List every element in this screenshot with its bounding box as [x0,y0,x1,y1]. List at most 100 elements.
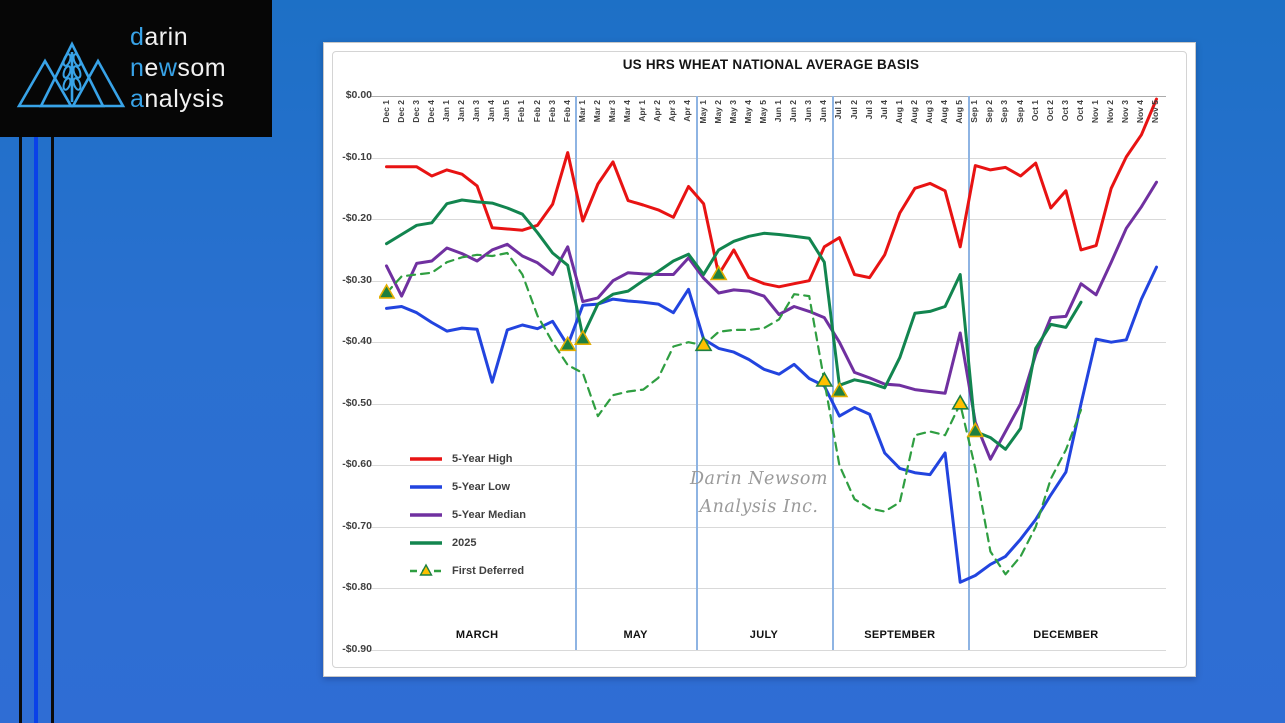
x-axis-tick-label: Dec 3 [410,100,421,123]
legend-label: 5-Year Median [452,509,526,521]
legend: 5-Year High 5-Year Low 5-Year Median 2025 Fi… [409,445,526,585]
y-axis-tick-label: -$0.90 [342,643,372,655]
legend-swatch-icon [410,513,442,517]
x-axis-tick-label: May 3 [727,100,738,124]
legend-swatch-icon [410,563,442,576]
x-axis-tick-label: May 1 [697,100,708,124]
x-axis-tick-label: Mar 4 [622,100,633,123]
gridline [370,96,1166,97]
x-axis-tick-label: May 5 [757,100,768,124]
contract-month-label: SEPTEMBER [864,629,936,641]
legend-label: First Deferred [452,565,525,577]
x-axis-tick-label: Jun 1 [773,100,784,123]
x-axis-tick-label: Jan 5 [501,100,512,122]
chart-panel: US HRS WHEAT NATIONAL AVERAGE BASIS $0.0… [323,42,1196,677]
x-axis-tick-label: Apr 2 [652,100,663,122]
roll-marker-triangle-icon [815,371,834,387]
y-axis-tick-label: -$0.60 [342,458,372,471]
legend-item: First Deferred [409,557,526,585]
gridline [370,465,1166,467]
x-axis-tick-label: Jan 4 [486,100,497,122]
x-axis-tick-label: Nov 4 [1135,100,1146,124]
x-axis-tick-label: Apr 3 [667,100,678,122]
y-axis-tick-label: $0.00 [345,89,372,101]
plot-area [379,97,1158,584]
x-axis-tick-label: Feb 2 [531,100,542,123]
x-axis-tick-label: Jan 3 [471,100,482,122]
gridline [370,342,1166,344]
legend-label: 5-Year High [452,453,513,465]
gridline [370,588,1166,590]
series-line-5-year-high [385,97,1158,289]
series-line-2025 [385,198,1083,451]
gridline [370,157,1166,159]
gridline [370,403,1166,405]
gridline [370,650,1166,651]
x-axis-tick-label: Nov 1 [1090,100,1101,124]
roll-marker-triangle-icon [830,381,849,398]
logo-box: darin newsom analysis [0,0,272,137]
x-axis-tick-label: Nov 3 [1120,100,1131,124]
roll-marker-triangle-icon [709,264,728,281]
legend-swatch-icon [410,485,442,489]
bg-stripe-black-1 [19,137,22,723]
x-axis-tick-label: Feb 4 [561,100,572,123]
legend-swatch-icon [410,541,442,545]
roll-marker-triangle-icon [694,335,713,352]
x-axis-tick-label: Aug 5 [954,100,965,124]
roll-marker-triangle-icon [966,421,985,438]
section-divider-line [575,96,578,650]
y-axis-tick-label: -$0.40 [342,335,372,348]
y-axis-tick-label: -$0.80 [342,581,372,594]
x-axis-tick-label: Aug 1 [893,100,904,124]
logo-line-2: newsom [130,54,227,82]
x-axis-tick-label: Feb 1 [516,100,527,123]
gridline [370,526,1166,528]
chart-title: US HRS WHEAT NATIONAL AVERAGE BASIS [622,57,920,72]
x-axis-tick-label: Oct 3 [1059,100,1070,122]
roll-marker-triangle-icon [558,335,577,352]
series-line-5-year-low [385,265,1158,584]
x-axis-tick-label: Oct 4 [1074,100,1085,122]
y-axis-tick-label: -$0.20 [342,212,372,225]
watermark: Darin Newsom Analysis Inc. [689,469,829,517]
contract-month-label: MARCH [455,629,499,641]
legend-triangle-icon [419,563,433,576]
x-axis-tick-label: Mar 1 [576,100,587,123]
x-axis-tick-label: Oct 2 [1044,100,1055,122]
legend-item: 2025 [409,529,526,557]
contract-month-label: JULY [749,629,779,641]
x-axis-tick-label: Apr 4 [682,100,693,122]
y-axis-tick-label: -$0.70 [342,519,372,532]
x-axis-tick-label: Jul 4 [878,100,889,120]
x-axis-tick-label: Sep 3 [999,100,1010,123]
x-axis-tick-label: Aug 4 [939,100,950,124]
roll-marker-triangle-icon [951,394,970,410]
x-axis-tick-label: Aug 3 [924,100,934,124]
x-axis-tick-label: Jun 4 [818,100,829,123]
contract-month-label: DECEMBER [1033,629,1099,641]
legend-label: 5-Year Low [452,481,511,493]
gridline [370,280,1166,282]
legend-swatch-icon [410,457,442,461]
x-axis-tick-label: Jan 2 [456,100,467,122]
roll-marker-triangle-icon [379,283,396,299]
gridline [370,219,1166,221]
x-axis-tick-label: Jul 3 [863,100,874,120]
x-axis-tick-label: Sep 1 [969,100,980,123]
series-line-5-year-median [385,180,1158,461]
y-axis-tick-label: -$0.50 [342,396,372,409]
section-divider-line [831,96,834,650]
legend-label: 2025 [452,537,477,549]
mountain-wheat-logo-icon [16,41,126,108]
series-line-first-deferred [385,251,1083,576]
legend-item: 5-Year Low [409,473,526,501]
x-axis-tick-label: Jan 1 [440,100,451,122]
roll-marker-triangle-icon [573,329,592,345]
x-axis-tick-label: Sep 4 [1014,100,1025,123]
section-divider-line [696,96,699,650]
x-axis-tick-label: Nov 5 [1150,100,1161,124]
y-axis-tick-label: -$0.10 [342,150,372,163]
contract-month-label: MAY [623,629,648,641]
